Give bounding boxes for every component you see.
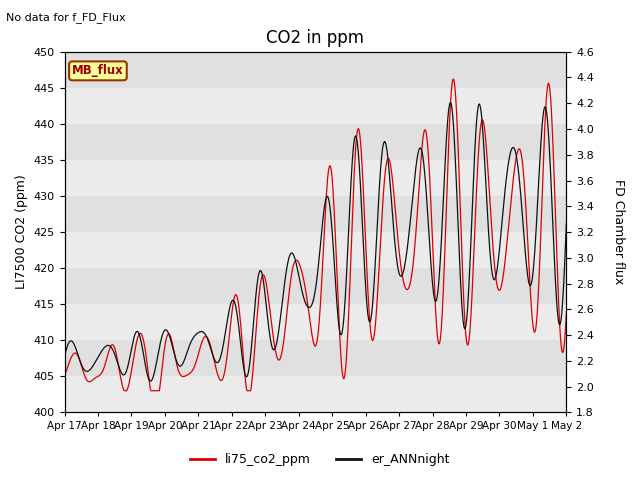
Bar xyxy=(65,160,566,196)
Bar xyxy=(65,232,566,268)
Bar xyxy=(65,376,566,412)
Y-axis label: LI7500 CO2 (ppm): LI7500 CO2 (ppm) xyxy=(15,175,28,289)
Bar xyxy=(65,304,566,340)
Text: MB_flux: MB_flux xyxy=(72,64,124,77)
Bar xyxy=(65,88,566,124)
Legend: li75_co2_ppm, er_ANNnight: li75_co2_ppm, er_ANNnight xyxy=(186,448,454,471)
Text: No data for f_FD_Flux: No data for f_FD_Flux xyxy=(6,12,126,23)
Y-axis label: FD Chamber flux: FD Chamber flux xyxy=(612,180,625,285)
Title: CO2 in ppm: CO2 in ppm xyxy=(266,29,364,48)
